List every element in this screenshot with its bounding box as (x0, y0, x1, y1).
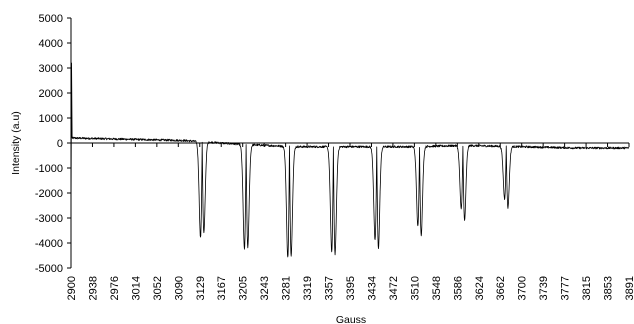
y-ticks: 5000 4000 3000 2000 1000 0 -1000 -2000 -3000 -400… (35, 13, 71, 275)
y-tick-label: -2000 (35, 188, 63, 200)
x-axis-title: Gauss (336, 314, 366, 324)
x-tick-label: 2976 (109, 276, 121, 300)
x-tick-label: 3700 (517, 276, 529, 300)
x-tick-label: 3777 (560, 276, 572, 300)
x-tick-label: 3395 (345, 276, 357, 300)
spectrum-line (70, 62, 630, 258)
y-axis-title: Intensity (a.u) (10, 111, 22, 175)
y-tick-label: -3000 (35, 213, 63, 225)
x-tick-label: 3357 (324, 276, 336, 300)
x-tick-label: 3052 (152, 276, 164, 300)
x-tick-label: 3014 (130, 276, 142, 300)
x-tick-label: 3472 (388, 276, 400, 300)
x-tick-label: 2938 (87, 276, 99, 300)
y-tick-label: -5000 (35, 263, 63, 275)
x-tick-label: 3815 (581, 276, 593, 300)
y-tick-label: 5000 (39, 13, 63, 25)
x-tick-label: 3739 (538, 276, 550, 300)
y-tick-label: 1000 (39, 113, 63, 125)
x-axis: 2900 2938 2976 3014 3052 3090 3129 3167 3205 3243… (66, 142, 634, 300)
y-tick-label: -4000 (35, 238, 63, 250)
x-tick-label: 3510 (409, 276, 421, 300)
y-tick-label: 2000 (39, 88, 63, 100)
y-tick-label: 3000 (39, 63, 63, 75)
x-tick-label: 3167 (216, 276, 228, 300)
x-tick-label: 3662 (495, 276, 507, 300)
y-tick-label: -1000 (35, 163, 63, 175)
x-tick-label: 3129 (195, 276, 207, 300)
x-tick-label: 3205 (238, 276, 250, 300)
x-tick-label: 3853 (603, 276, 615, 300)
x-tick-label: 3319 (302, 276, 314, 300)
y-tick-label: 4000 (39, 38, 63, 50)
x-tick-label: 3624 (474, 276, 486, 300)
y-axis: 5000 4000 3000 2000 1000 0 -1000 -2000 -3000 -400… (35, 13, 72, 275)
y-tick-label: 0 (57, 138, 63, 150)
x-tick-label: 3281 (281, 276, 293, 300)
x-tick-label: 3434 (366, 276, 378, 300)
x-ticks: 2900 2938 2976 3014 3052 3090 3129 3167 3205 3243… (66, 143, 634, 300)
x-tick-label: 3090 (173, 276, 185, 300)
x-tick-label: 3243 (259, 276, 271, 300)
x-tick-label: 2900 (66, 276, 78, 300)
x-tick-label: 3548 (431, 276, 443, 300)
x-tick-label: 3586 (452, 276, 464, 300)
x-tick-label: 3891 (624, 276, 634, 300)
